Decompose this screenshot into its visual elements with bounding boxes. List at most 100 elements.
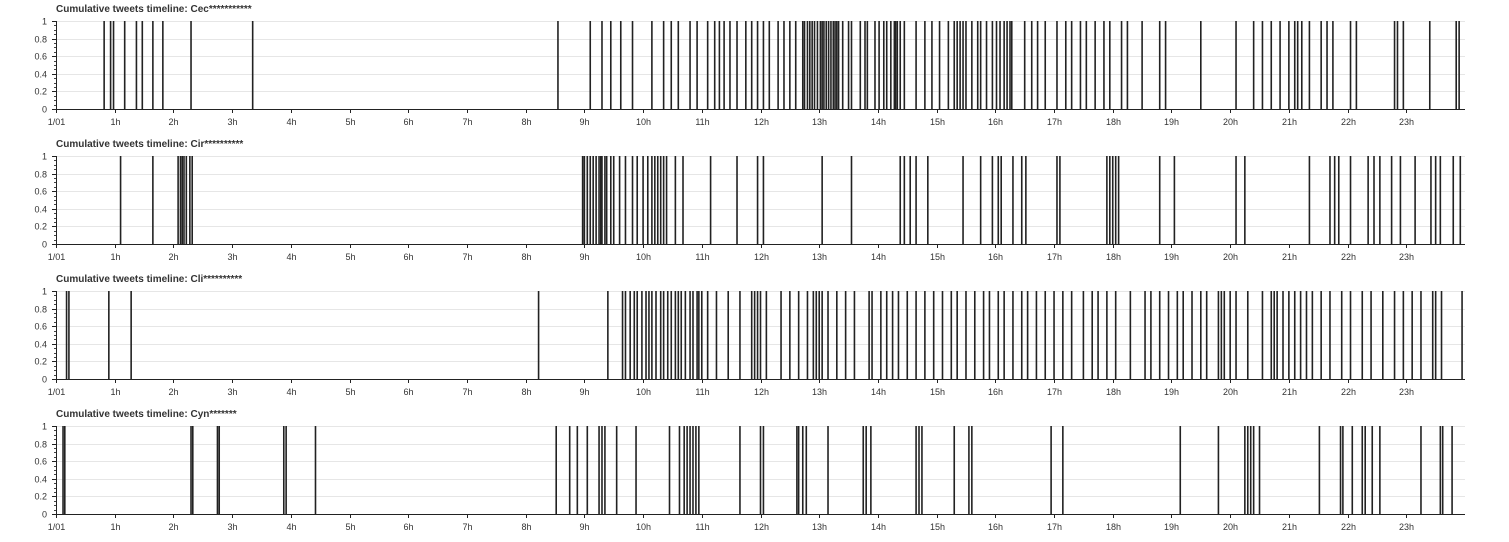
x-tick-label: 9h — [579, 387, 589, 397]
y-tick-label: 0 — [42, 240, 47, 250]
x-tick-label: 7h — [462, 387, 472, 397]
x-tick-label: 3h — [227, 252, 237, 262]
x-tick-label: 21h — [1282, 252, 1297, 262]
y-tick-label: 0.8 — [34, 440, 47, 450]
x-tick-label: 8h — [521, 522, 531, 532]
chart-title: Cumulative tweets timeline: Cli*********… — [56, 274, 242, 285]
x-tick-label: 15h — [930, 117, 945, 127]
x-tick-label: 13h — [812, 117, 827, 127]
x-tick-label: 8h — [521, 117, 531, 127]
y-tick-label: 0.8 — [34, 170, 47, 180]
x-tick-label: 20h — [1223, 252, 1238, 262]
x-tick-label: 11h — [695, 252, 709, 262]
x-tick-label: 17h — [1047, 117, 1062, 127]
x-tick-label: 9h — [579, 522, 589, 532]
x-tick-label: 5h — [345, 522, 355, 532]
x-tick-label: 10h — [636, 387, 651, 397]
x-tick-label: 14h — [871, 117, 886, 127]
chart-title: Cumulative tweets timeline: Cyn******* — [56, 409, 237, 420]
x-tick-label: 20h — [1223, 117, 1238, 127]
chart-title: Cumulative tweets timeline: Cec*********… — [56, 4, 252, 15]
x-tick-label: 7h — [462, 117, 472, 127]
y-tick-label: 1 — [42, 422, 47, 432]
y-tick-label: 0 — [42, 105, 47, 115]
y-tick-label: 0.4 — [34, 70, 47, 80]
x-tick-label: 17h — [1047, 522, 1062, 532]
x-tick-label: 12h — [754, 522, 769, 532]
x-tick-label: 10h — [636, 522, 651, 532]
x-tick-label: 4h — [286, 522, 296, 532]
x-tick-label: 4h — [286, 252, 296, 262]
x-tick-label: 13h — [812, 522, 827, 532]
y-tick-label: 0.6 — [34, 52, 47, 62]
x-tick-label: 19h — [1164, 117, 1179, 127]
x-tick-label: 23h — [1399, 387, 1414, 397]
x-tick-label: 19h — [1164, 387, 1179, 397]
x-tick-label: 9h — [579, 252, 589, 262]
x-tick-label: 11h — [695, 522, 709, 532]
x-tick-label: 19h — [1164, 252, 1179, 262]
x-tick-label: 2h — [168, 117, 178, 127]
x-tick-label: 1h — [110, 522, 120, 532]
x-tick-label: 18h — [1106, 117, 1121, 127]
x-tick-label: 7h — [462, 522, 472, 532]
x-tick-label: 6h — [403, 522, 413, 532]
timeline-chart-3: Cumulative tweets timeline: Cli*********… — [34, 274, 1465, 397]
x-tick-label: 1/01 — [48, 522, 66, 532]
x-tick-label: 18h — [1106, 522, 1121, 532]
y-tick-label: 0.2 — [34, 492, 47, 502]
x-tick-label: 6h — [403, 117, 413, 127]
x-tick-label: 19h — [1164, 522, 1179, 532]
y-tick-label: 0.4 — [34, 475, 47, 485]
x-tick-label: 1h — [110, 252, 120, 262]
x-tick-label: 5h — [345, 387, 355, 397]
y-tick-label: 0.2 — [34, 222, 47, 232]
x-tick-label: 10h — [636, 252, 651, 262]
x-tick-label: 21h — [1282, 522, 1297, 532]
x-tick-label: 5h — [345, 252, 355, 262]
y-tick-label: 0.6 — [34, 187, 47, 197]
x-tick-label: 10h — [636, 117, 651, 127]
x-tick-label: 16h — [988, 522, 1003, 532]
x-tick-label: 18h — [1106, 252, 1121, 262]
chart-title: Cumulative tweets timeline: Cir*********… — [56, 139, 243, 150]
x-tick-label: 21h — [1282, 387, 1297, 397]
x-tick-label: 8h — [521, 252, 531, 262]
x-tick-label: 9h — [579, 117, 589, 127]
x-tick-label: 2h — [168, 522, 178, 532]
x-tick-label: 16h — [988, 387, 1003, 397]
y-tick-label: 1 — [42, 287, 47, 297]
x-tick-label: 13h — [812, 387, 827, 397]
x-tick-label: 18h — [1106, 387, 1121, 397]
x-tick-label: 17h — [1047, 387, 1062, 397]
x-tick-label: 1/01 — [48, 252, 66, 262]
timeline-chart-1: Cumulative tweets timeline: Cec*********… — [34, 4, 1465, 127]
x-tick-label: 22h — [1341, 522, 1356, 532]
x-tick-label: 16h — [988, 117, 1003, 127]
y-tick-label: 0 — [42, 510, 47, 520]
x-tick-label: 22h — [1341, 117, 1356, 127]
x-tick-label: 13h — [812, 252, 827, 262]
x-tick-label: 8h — [521, 387, 531, 397]
x-tick-label: 22h — [1341, 252, 1356, 262]
x-tick-label: 4h — [286, 387, 296, 397]
timeline-chart-4: Cumulative tweets timeline: Cyn******* 0 0… — [34, 409, 1465, 532]
x-tick-label: 4h — [286, 117, 296, 127]
x-tick-label: 14h — [871, 387, 886, 397]
x-tick-label: 15h — [930, 252, 945, 262]
x-tick-label: 21h — [1282, 117, 1297, 127]
x-tick-label: 23h — [1399, 252, 1414, 262]
x-tick-label: 12h — [754, 117, 769, 127]
x-tick-label: 20h — [1223, 387, 1238, 397]
x-tick-label: 14h — [871, 252, 886, 262]
x-tick-label: 17h — [1047, 252, 1062, 262]
x-tick-label: 3h — [227, 522, 237, 532]
x-tick-label: 16h — [988, 252, 1003, 262]
y-tick-label: 0.8 — [34, 35, 47, 45]
x-tick-label: 11h — [695, 387, 709, 397]
x-tick-label: 1/01 — [48, 387, 66, 397]
x-tick-label: 6h — [403, 252, 413, 262]
y-tick-label: 0.2 — [34, 357, 47, 367]
y-tick-label: 0.6 — [34, 457, 47, 467]
